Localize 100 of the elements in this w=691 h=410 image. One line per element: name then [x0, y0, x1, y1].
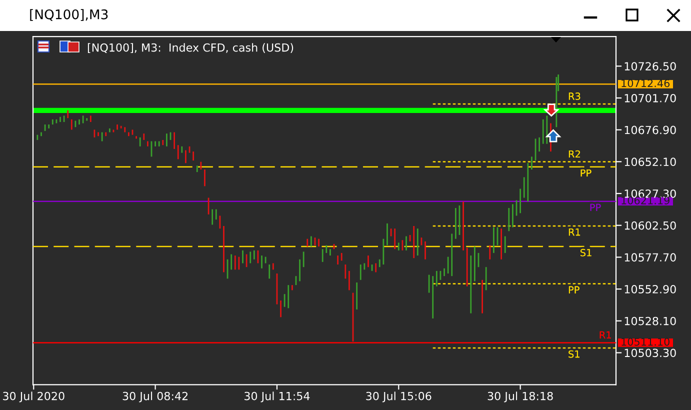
candlestick — [143, 134, 145, 140]
y-tick-label: 10503.30 — [624, 348, 676, 358]
x-tick-label: 30 Jul 11:54 — [244, 392, 310, 402]
ref-line-label: 10511.10 — [622, 338, 670, 346]
candlestick — [326, 245, 328, 253]
candlestick — [356, 282, 358, 310]
candlestick — [310, 236, 312, 247]
candlestick — [234, 256, 236, 270]
y-tick-label: 10701.70 — [624, 94, 676, 102]
candlestick — [337, 256, 339, 265]
x-tick-label: 30 Jul 18:18 — [488, 392, 553, 402]
candlestick — [272, 263, 274, 270]
annotation: PP — [580, 169, 592, 177]
y-tick-label: 10602.50 — [624, 221, 676, 230]
candlestick — [36, 134, 38, 140]
series-label: R3 — [568, 92, 580, 100]
candlestick — [139, 137, 141, 146]
candlestick — [302, 252, 304, 268]
x-tick-label: 30 Jul 15:06 — [366, 392, 432, 402]
candlestick — [291, 285, 293, 290]
candlestick — [177, 145, 179, 160]
candlestick — [200, 162, 202, 170]
candlestick — [542, 119, 544, 144]
candlestick — [63, 116, 65, 122]
candlestick — [56, 119, 58, 124]
candlestick — [90, 116, 92, 122]
candlestick — [428, 274, 430, 293]
y-tick-label: 10552.90 — [624, 285, 676, 294]
candlestick — [492, 227, 494, 253]
candlestick — [504, 236, 506, 253]
x-tick-label: 30 Jul 2020 — [3, 392, 64, 402]
candlestick — [219, 216, 221, 229]
candlestick — [382, 238, 384, 265]
candlestick — [48, 124, 50, 128]
y-tick-label: 10676.90 — [624, 126, 676, 134]
candlestick — [360, 264, 362, 280]
y-tick-label: 10652.10 — [624, 158, 676, 166]
candlestick — [120, 126, 122, 128]
candlestick — [413, 226, 415, 258]
ref-line-label: 10712.46 — [622, 79, 670, 88]
ref-line-label: 10621.19 — [622, 196, 670, 204]
candlestick — [364, 263, 366, 270]
candlestick — [432, 276, 434, 318]
y-tick-label: 10577.70 — [624, 253, 676, 262]
candlestick — [322, 249, 324, 262]
candlestick — [212, 209, 214, 225]
candlestick — [398, 242, 400, 250]
candlestick — [105, 132, 107, 136]
candlestick — [306, 238, 308, 247]
candlestick — [253, 250, 255, 260]
candlestick — [268, 264, 270, 279]
candlestick — [250, 252, 252, 264]
candlestick — [416, 228, 418, 256]
candlestick — [474, 246, 476, 282]
annotation: S1 — [580, 248, 592, 256]
candlestick — [246, 254, 248, 268]
candlestick — [174, 132, 176, 149]
candlestick — [196, 166, 198, 172]
candlestick — [402, 240, 404, 250]
candlestick — [394, 228, 396, 250]
candlestick — [470, 256, 472, 314]
series-label: R1 — [568, 228, 580, 236]
annotation: PP — [590, 204, 601, 211]
candlestick — [375, 263, 377, 272]
candlestick — [546, 116, 548, 144]
candlestick — [288, 285, 290, 308]
candlestick — [485, 267, 487, 290]
candlestick — [215, 209, 217, 220]
candlestick — [52, 119, 54, 125]
candlestick — [70, 119, 72, 130]
series-label: R2 — [568, 150, 580, 158]
candlestick — [454, 208, 456, 239]
candlestick — [192, 152, 194, 161]
candlestick — [436, 270, 438, 286]
candlestick — [489, 245, 491, 260]
series-label: PP — [568, 286, 580, 294]
candlestick — [108, 128, 110, 132]
candlestick — [538, 137, 540, 152]
text: [NQ100], M3: Index CFD, cash (USD) — [88, 43, 294, 54]
candlestick — [86, 118, 88, 121]
candlestick — [154, 141, 156, 146]
candlestick — [284, 294, 286, 307]
candlestick — [101, 132, 103, 142]
y-tick-label: 10726.50 — [624, 62, 676, 71]
candlestick — [82, 116, 84, 124]
candlestick — [447, 256, 449, 274]
candlestick — [451, 234, 453, 276]
candlestick — [520, 188, 522, 214]
y-tick-label: 10528.10 — [624, 316, 676, 326]
x-tick-label: 30 Jul 08:42 — [122, 392, 188, 402]
series-label: S1 — [568, 350, 580, 358]
candlestick — [378, 259, 380, 268]
candlestick — [466, 248, 468, 286]
candlestick — [340, 252, 342, 261]
candlestick — [124, 127, 126, 132]
candlestick — [158, 141, 160, 146]
candlestick — [523, 177, 525, 198]
candlestick — [128, 132, 130, 136]
candlestick — [344, 264, 346, 279]
candlestick — [556, 77, 558, 128]
